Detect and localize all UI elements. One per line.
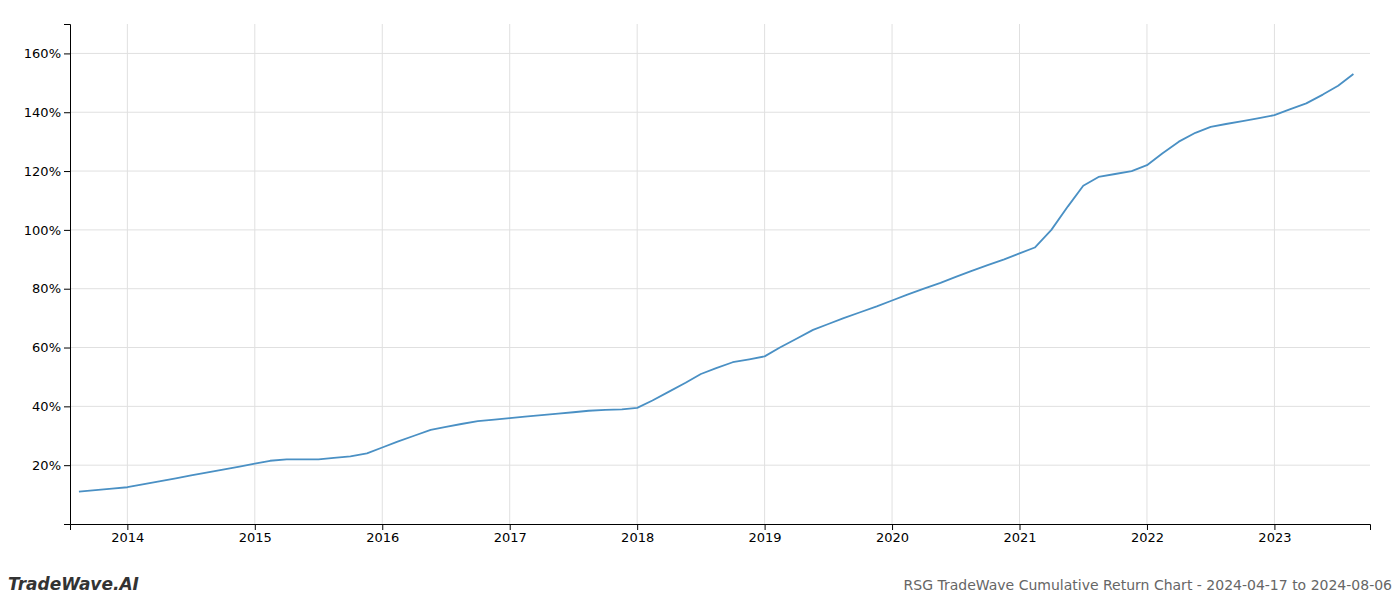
- x-tick-mark: [510, 524, 511, 530]
- y-tick-mark: [64, 171, 70, 172]
- y-tick-mark: [64, 53, 70, 54]
- x-grid-line: [892, 24, 893, 524]
- y-tick-mark: [64, 406, 70, 407]
- x-tick-label: 2021: [1003, 530, 1036, 545]
- x-tick-label: 2017: [494, 530, 527, 545]
- y-tick-label: 20%: [32, 458, 61, 473]
- x-tick-mark: [127, 524, 128, 530]
- y-grid-line: [70, 229, 1370, 230]
- y-tick: 120%: [24, 164, 70, 179]
- y-tick: 160%: [24, 46, 70, 61]
- y-tick-label: 60%: [32, 340, 61, 355]
- y-tick-label: 120%: [24, 164, 61, 179]
- y-tick: 100%: [24, 223, 70, 238]
- x-grid-line: [637, 24, 638, 524]
- y-tick-mark: [64, 112, 70, 113]
- y-tick: 80%: [32, 281, 70, 296]
- y-grid-line: [70, 465, 1370, 466]
- x-tick-label: 2022: [1131, 530, 1164, 545]
- x-tick: 2016: [366, 524, 399, 545]
- x-tick: 2019: [749, 524, 782, 545]
- y-tick-mark: [64, 348, 70, 349]
- x-tick-label: 2018: [621, 530, 654, 545]
- y-tick-label: 140%: [24, 105, 61, 120]
- grid: [70, 24, 1370, 524]
- x-grid-line: [254, 24, 255, 524]
- x-tick-mark: [255, 524, 256, 530]
- x-grid-line: [764, 24, 765, 524]
- x-tick: 2018: [621, 524, 654, 545]
- y-axis: 20% 40% 60% 80% 100% 120% 140% 160%: [24, 25, 71, 525]
- x-tick-label: 2020: [876, 530, 909, 545]
- y-grid-line: [70, 347, 1370, 348]
- y-tick-label: 160%: [24, 46, 61, 61]
- x-grid-line: [1274, 24, 1275, 524]
- title: RSG TradeWave Cumulative Return Chart - …: [904, 577, 1393, 593]
- y-tick: 60%: [32, 340, 70, 355]
- x-grid-line: [1019, 24, 1020, 524]
- chart: 2014 2015 2016 2017 2018 2019 2020 2021 2022 2023…: [0, 0, 1400, 600]
- x-tick: 2021: [1003, 524, 1036, 545]
- y-tick-mark: [64, 465, 70, 466]
- x-tick: 2014: [111, 524, 144, 545]
- x-axis-line: [71, 525, 1371, 531]
- y-grid-line: [70, 288, 1370, 289]
- y-tick-label: 100%: [24, 223, 61, 238]
- x-tick-label: 2014: [111, 530, 144, 545]
- x-grid-line: [382, 24, 383, 524]
- y-grid-line: [70, 112, 1370, 113]
- y-tick-mark: [64, 289, 70, 290]
- x-tick: 2015: [239, 524, 272, 545]
- x-grid-line: [1146, 24, 1147, 524]
- x-tick: 2020: [876, 524, 909, 545]
- y-tick: 140%: [24, 105, 70, 120]
- x-tick: 2023: [1258, 524, 1291, 545]
- x-tick-mark: [1274, 524, 1275, 530]
- y-axis-line: [64, 25, 71, 525]
- y-tick-label: 80%: [32, 281, 61, 296]
- y-tick-label: 40%: [32, 399, 61, 414]
- y-tick-mark: [64, 230, 70, 231]
- x-tick-label: 2019: [749, 530, 782, 545]
- x-tick-label: 2016: [366, 530, 399, 545]
- plot-area: [79, 74, 1354, 492]
- x-tick: 2022: [1131, 524, 1164, 545]
- x-tick-mark: [892, 524, 893, 530]
- line: [79, 74, 1354, 492]
- x-tick: 2017: [494, 524, 527, 545]
- x-tick-label: 2015: [239, 530, 272, 545]
- watermark: TradeWave.AI: [8, 574, 139, 594]
- y-tick: 20%: [32, 458, 70, 473]
- x-tick-mark: [765, 524, 766, 530]
- x-tick-label: 2023: [1258, 530, 1291, 545]
- x-tick-mark: [637, 524, 638, 530]
- x-tick-mark: [1020, 524, 1021, 530]
- y-grid-line: [70, 53, 1370, 54]
- y-grid-line: [70, 171, 1370, 172]
- x-tick-mark: [382, 524, 383, 530]
- y-tick: 40%: [32, 399, 70, 414]
- x-tick-mark: [1147, 524, 1148, 530]
- x-grid-line: [509, 24, 510, 524]
- x-grid-line: [127, 24, 128, 524]
- x-axis: 2014 2015 2016 2017 2018 2019 2020 2021 2022 2023: [71, 524, 1371, 545]
- y-grid-line: [70, 406, 1370, 407]
